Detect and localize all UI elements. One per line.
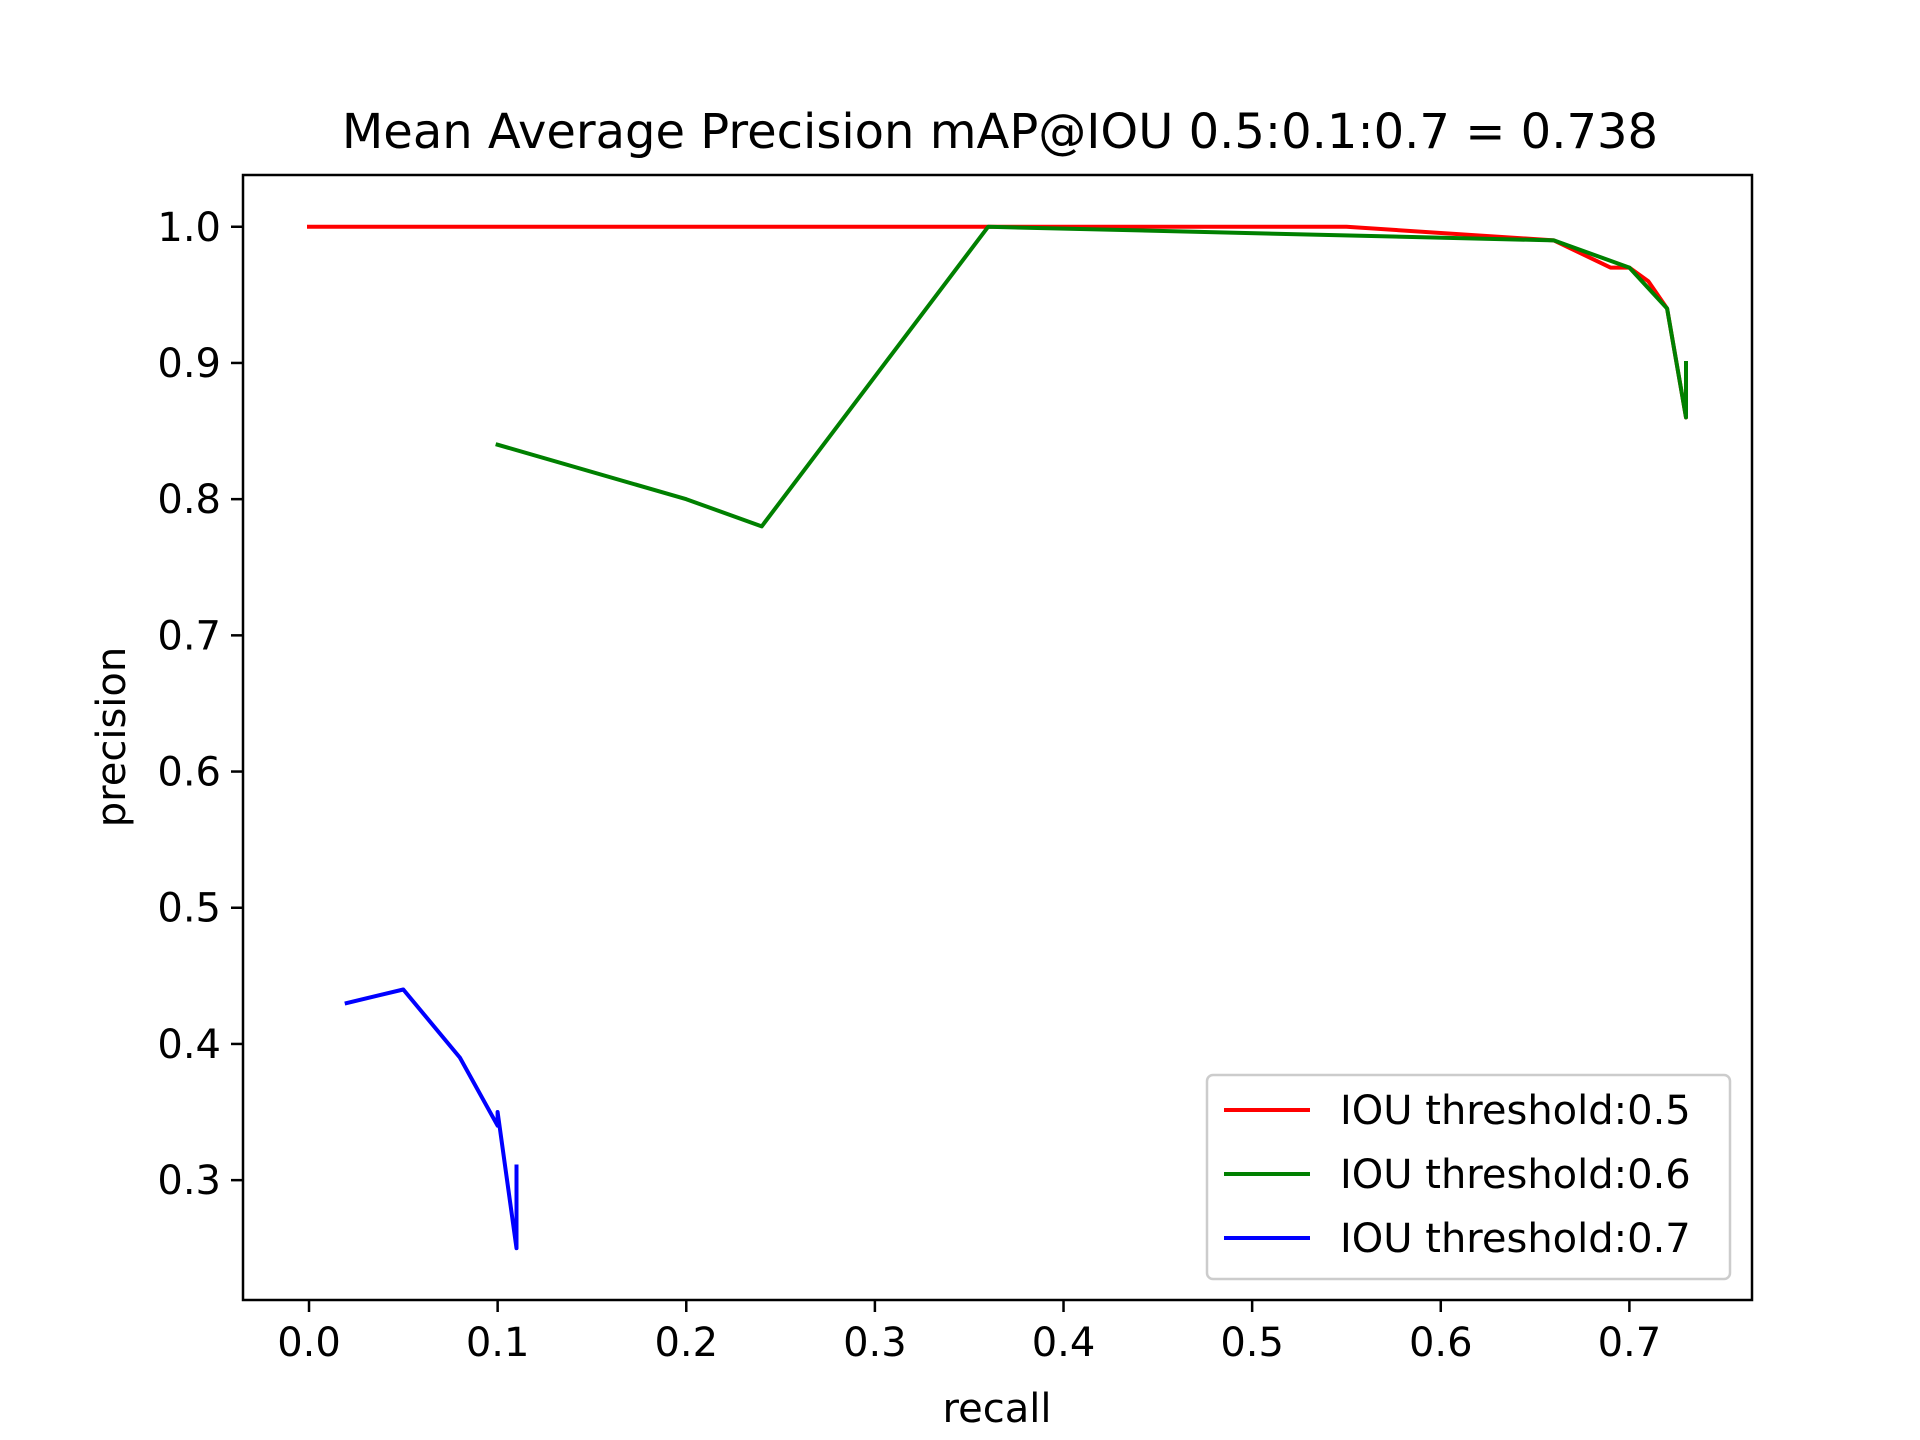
legend-label-2: IOU threshold:0.6 [1340, 1152, 1691, 1198]
series-line-3 [344, 987, 519, 1251]
plot-lines [307, 224, 1688, 1251]
series-line-2 [495, 224, 1688, 529]
x-axis-ticks: 0.0 0.1 0.2 0.3 0.4 0.5 0.6 0.7 [277, 1300, 1661, 1366]
y-tick-label: 1.0 [157, 205, 221, 251]
series-line-1 [307, 224, 1688, 420]
plot-frame [241, 173, 1754, 1302]
x-tick-label: 0.0 [277, 1320, 341, 1366]
y-axis-label: precision [89, 647, 135, 827]
y-tick-label: 0.7 [157, 613, 221, 659]
chart-title: Mean Average Precision mAP@IOU 0.5:0.1:0… [342, 104, 1658, 160]
x-axis-label: recall [943, 1386, 1052, 1432]
x-tick-label: 0.5 [1220, 1320, 1284, 1366]
x-tick-label: 0.3 [843, 1320, 907, 1366]
y-tick-label: 0.3 [157, 1158, 221, 1204]
legend-label-3: IOU threshold:0.7 [1340, 1216, 1691, 1262]
x-tick-label: 0.4 [1032, 1320, 1096, 1366]
x-tick-label: 0.6 [1409, 1320, 1473, 1366]
y-axis-ticks: 0.3 0.4 0.5 0.6 0.7 0.8 0.9 1.0 [157, 205, 243, 1204]
legend-box [1205, 1073, 1732, 1281]
x-tick-label: 0.7 [1598, 1320, 1662, 1366]
y-tick-label: 0.4 [157, 1022, 221, 1068]
y-tick-label: 0.5 [157, 886, 221, 932]
y-tick-label: 0.6 [157, 750, 221, 796]
y-tick-label: 0.9 [157, 341, 221, 387]
x-tick-label: 0.1 [466, 1320, 530, 1366]
x-tick-label: 0.2 [654, 1320, 718, 1366]
legend-label-1: IOU threshold:0.5 [1340, 1088, 1691, 1134]
legend: IOU threshold:0.5 IOU threshold:0.6 IOU th… [1205, 1073, 1732, 1281]
y-tick-label: 0.8 [157, 477, 221, 523]
